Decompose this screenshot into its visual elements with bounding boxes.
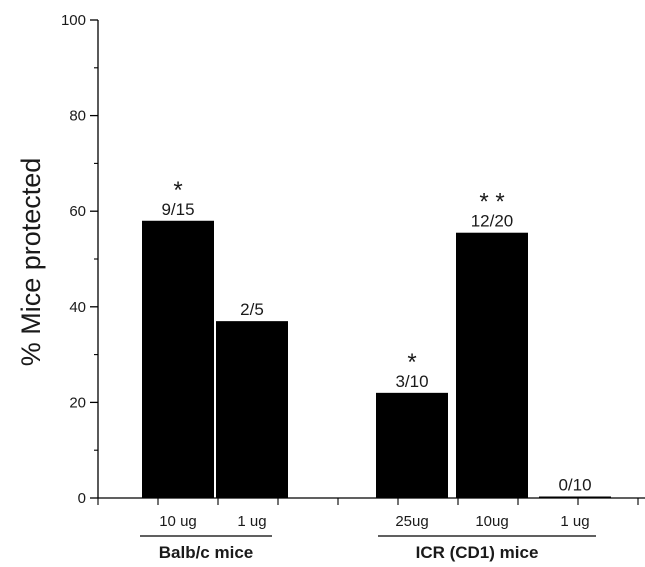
bar-3: [376, 392, 448, 498]
group-label-balb-c: Balb/c mice: [159, 543, 254, 562]
bar-data-label: 9/15: [161, 200, 194, 219]
x-tick-label: 10 ug: [159, 513, 197, 530]
bar-1: [142, 220, 214, 498]
bar-data-label: 2/5: [240, 300, 264, 319]
y-tick-label: 20: [69, 394, 86, 411]
x-tick-label: 25ug: [395, 513, 428, 530]
bar-2: [216, 321, 288, 498]
significance-marker: * *: [479, 189, 504, 216]
y-axis: 0 20 40 60 80 100: [61, 12, 99, 507]
y-tick-label: 100: [61, 12, 86, 29]
x-tick-label: 1 ug: [237, 513, 266, 530]
bar-data-label: 0/10: [558, 476, 591, 495]
bar-data-label: 12/20: [471, 212, 514, 231]
y-axis-label: % Mice protected: [16, 158, 46, 367]
y-tick-label: 60: [69, 203, 86, 220]
y-tick-label: 0: [78, 490, 86, 507]
significance-marker: *: [173, 177, 182, 204]
bar-data-label: 3/10: [395, 372, 428, 391]
bar-4: [456, 232, 528, 498]
x-tick-label: 1 ug: [560, 513, 589, 530]
x-axis: 10 ug 1 ug 25ug 10ug 1 ug: [97, 497, 645, 537]
x-tick-label: 10ug: [475, 513, 508, 530]
y-tick-label: 80: [69, 108, 86, 125]
significance-marker: *: [407, 349, 416, 376]
group-label-icr-cd1: ICR (CD1) mice: [416, 543, 539, 562]
y-tick-label: 40: [69, 299, 86, 316]
bars: 9/15*2/53/10*12/20* *0/10: [142, 177, 611, 498]
bar-5: [539, 496, 611, 498]
